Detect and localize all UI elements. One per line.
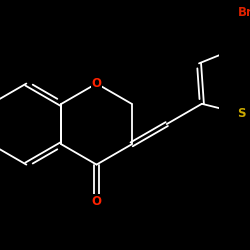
Text: S: S (237, 107, 246, 120)
Text: O: O (92, 77, 102, 90)
Text: O: O (92, 194, 102, 207)
Text: Br: Br (238, 6, 250, 18)
